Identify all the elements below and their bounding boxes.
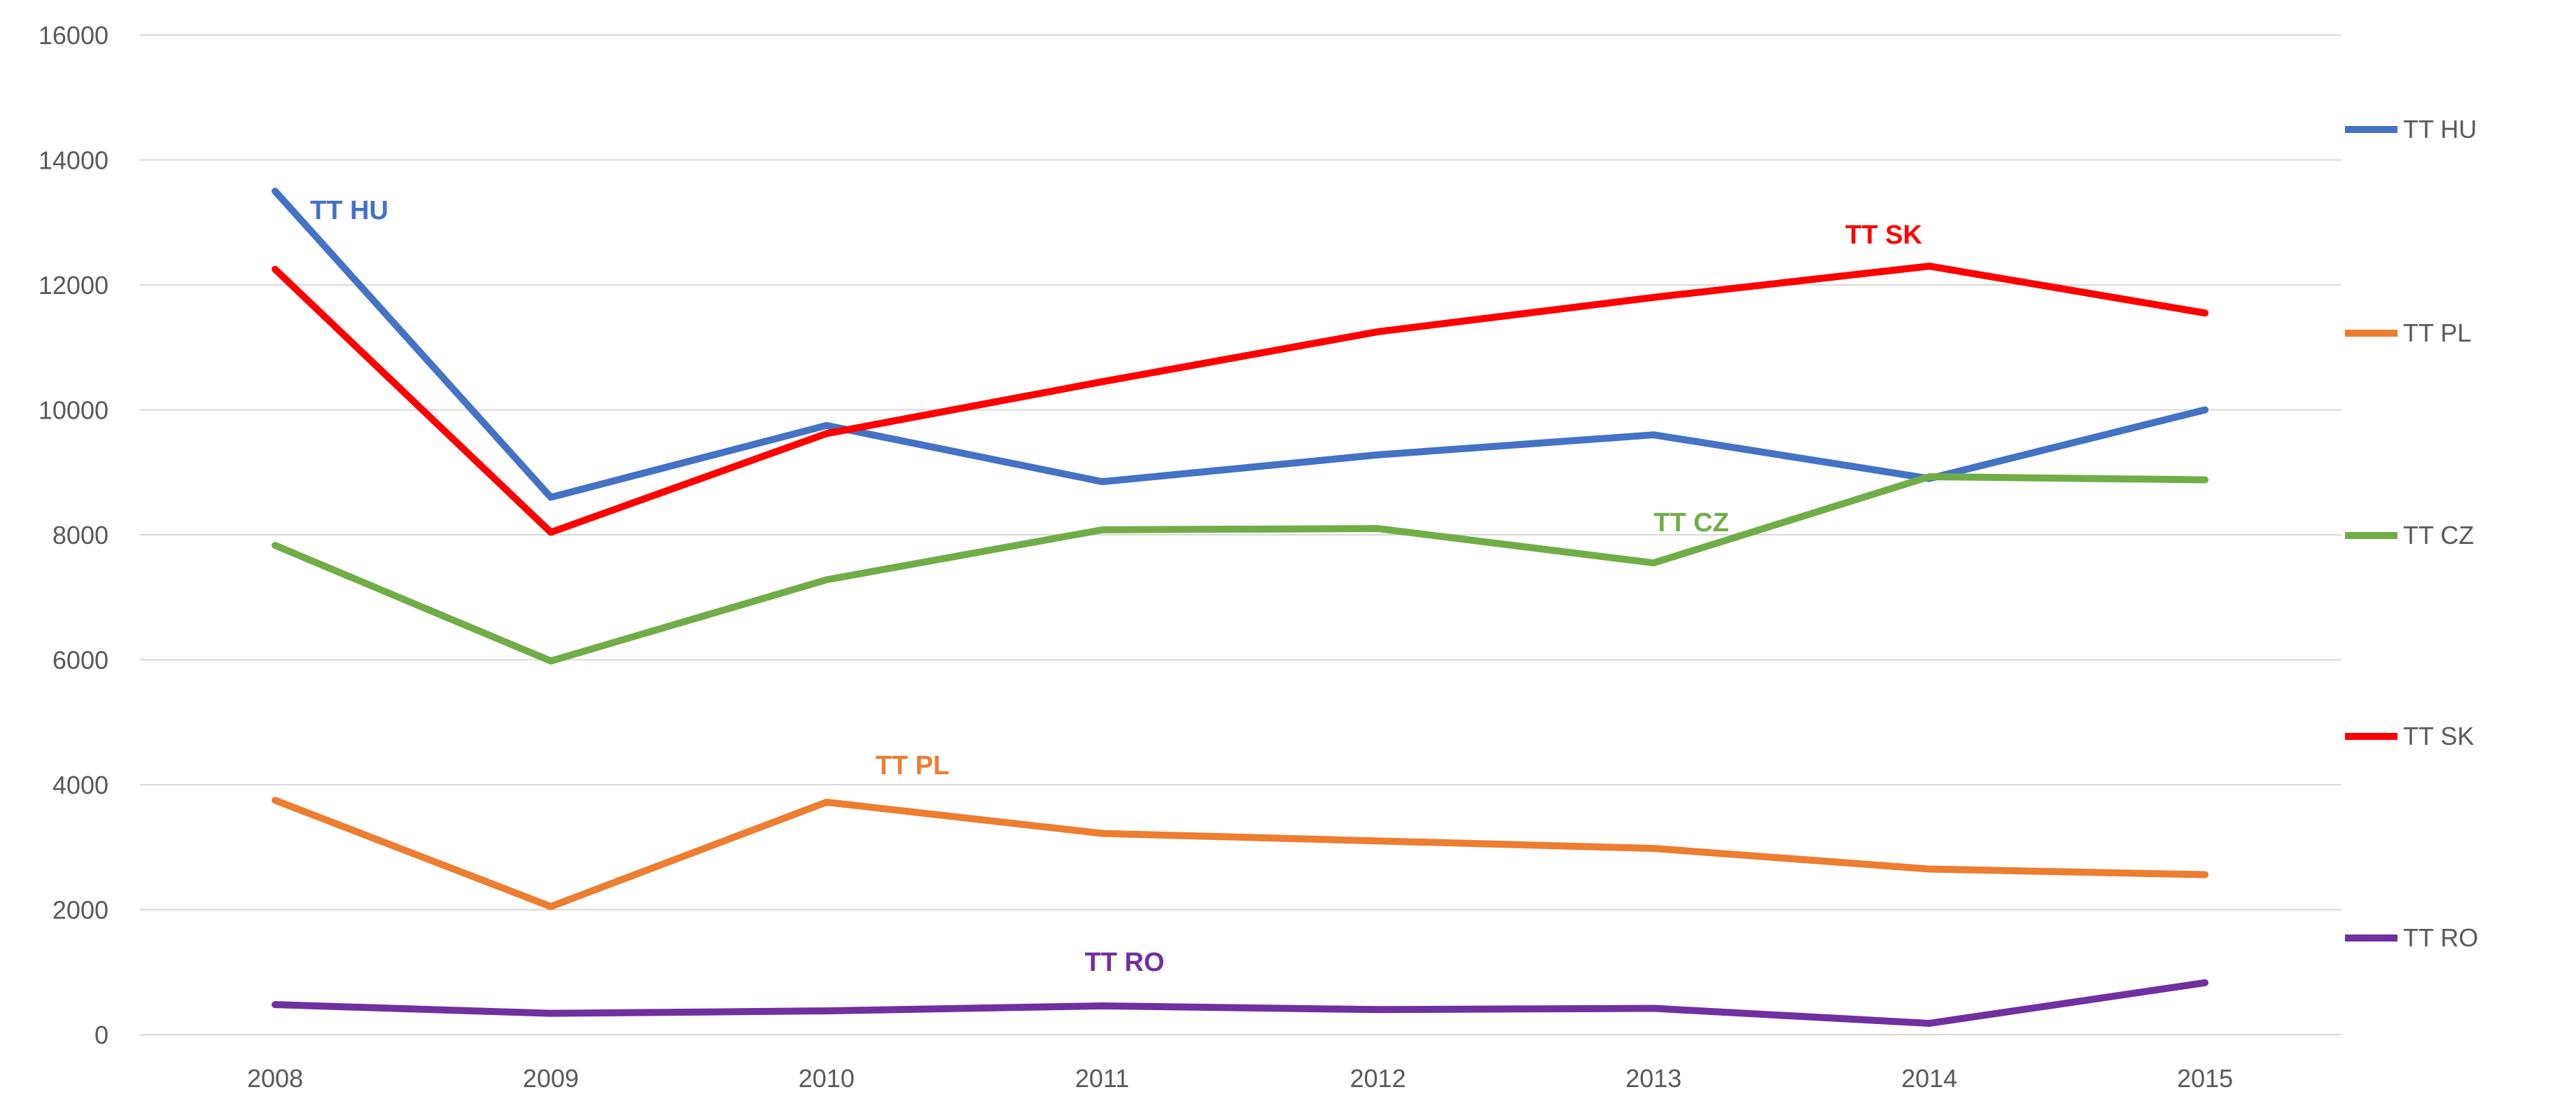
x-tick-label: 2009 <box>523 1064 579 1093</box>
gridlines <box>140 34 2342 1035</box>
series-label-tt-ro: TT RO <box>1085 948 1165 977</box>
series-lines <box>272 188 2208 1027</box>
x-tick-label: 2014 <box>1901 1064 1957 1093</box>
series-line-tt-ro <box>272 979 2208 1027</box>
legend-label: TT PL <box>2403 318 2471 347</box>
legend-item-tt-pl: TT PL <box>2345 318 2471 347</box>
legend-item-tt-sk: TT SK <box>2345 722 2474 750</box>
series-line-tt-cz <box>272 472 2208 665</box>
series-line-tt-pl <box>272 797 2208 911</box>
y-tick-label: 16000 <box>38 21 108 50</box>
y-tick-label: 10000 <box>38 396 108 425</box>
series-line-tt-sk <box>272 262 2208 536</box>
legend-item-tt-hu: TT HU <box>2345 115 2477 144</box>
y-tick-label: 8000 <box>52 521 108 550</box>
x-tick-label: 2008 <box>247 1064 303 1093</box>
y-tick-label: 4000 <box>52 771 108 799</box>
legend: TT HU TT PL TT CZ TT SK TT RO <box>2345 115 2478 952</box>
y-tick-label: 0 <box>94 1021 108 1049</box>
series-label-tt-sk: TT SK <box>1845 220 1922 250</box>
series-label-tt-cz: TT CZ <box>1653 508 1729 538</box>
legend-label: TT RO <box>2403 923 2478 952</box>
x-tick-label: 2011 <box>1075 1064 1129 1093</box>
y-axis-ticks: 0 2000 4000 6000 8000 10000 12000 14000 16000 <box>38 21 108 1049</box>
y-tick-label: 2000 <box>52 896 108 925</box>
x-tick-label: 2013 <box>1625 1064 1681 1093</box>
series-labels: TT HU TT PL TT CZ TT SK TT RO <box>310 196 1922 977</box>
legend-item-tt-ro: TT RO <box>2345 923 2478 952</box>
y-tick-label: 6000 <box>52 646 108 675</box>
series-label-tt-hu: TT HU <box>310 196 388 225</box>
series-label-tt-pl: TT PL <box>876 751 950 780</box>
y-tick-label: 12000 <box>38 271 108 300</box>
series-line-tt-hu <box>272 188 2208 501</box>
x-tick-label: 2015 <box>2177 1064 2233 1093</box>
legend-label: TT HU <box>2403 115 2477 144</box>
x-tick-label: 2012 <box>1350 1064 1406 1093</box>
legend-item-tt-cz: TT CZ <box>2345 521 2474 550</box>
x-tick-label: 2010 <box>799 1064 855 1093</box>
legend-label: TT SK <box>2403 722 2474 750</box>
y-tick-label: 14000 <box>38 146 108 175</box>
x-axis-ticks: 2008 2009 2010 2011 2012 2013 2014 2015 <box>247 1064 2233 1093</box>
legend-label: TT CZ <box>2403 521 2474 550</box>
